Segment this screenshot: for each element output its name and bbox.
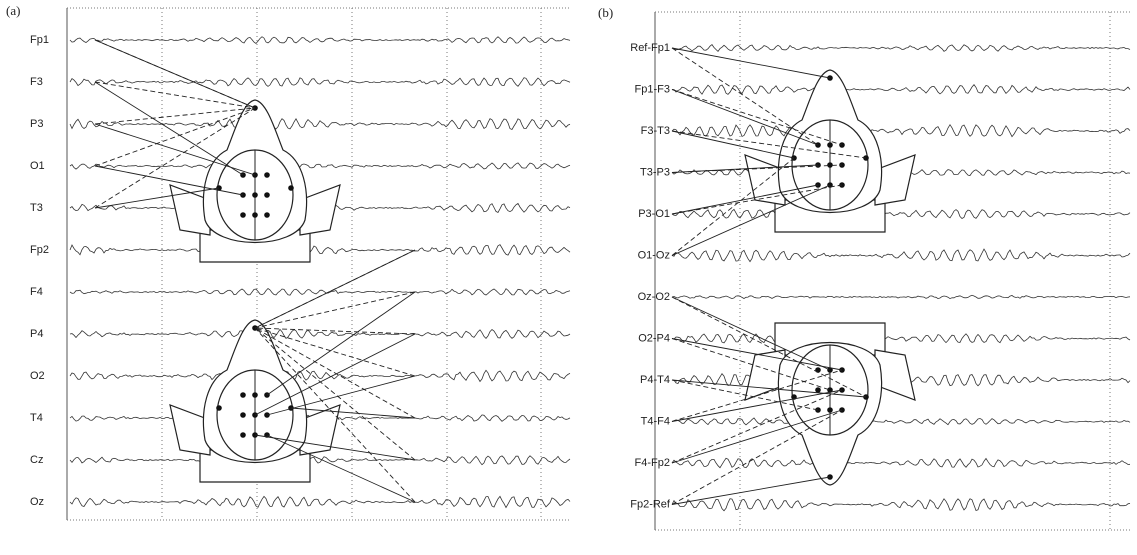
channel-label: Ref-Fp1	[630, 42, 670, 54]
electrode	[264, 192, 270, 198]
electrode	[252, 212, 258, 218]
panel-label: (a)	[6, 3, 20, 18]
electrode	[240, 392, 246, 398]
electrode	[288, 185, 294, 191]
background	[0, 0, 1137, 550]
electrode	[827, 407, 833, 413]
electrode	[252, 192, 258, 198]
channel-label: Fp1-F3	[635, 83, 670, 95]
electrode	[827, 142, 833, 148]
channel-label: Fp2-Ref	[630, 498, 671, 510]
channel-label: T4	[30, 412, 43, 424]
panel-label: (b)	[598, 5, 613, 20]
channel-label: O1-Oz	[638, 249, 670, 261]
channel-label: O2-P4	[638, 332, 670, 344]
channel-label: T3	[30, 202, 43, 214]
figure: (a) (b) Fp1 F3 P3 O1 T3 Fp2 F4 P4 O2 T4 Cz Oz Ref-Fp…	[0, 0, 1137, 550]
electrode	[815, 387, 821, 393]
electrode	[240, 412, 246, 418]
electrode	[252, 392, 258, 398]
channel-label: F3-T3	[641, 125, 670, 137]
electrode	[240, 432, 246, 438]
channel-label: P4-T4	[640, 374, 670, 386]
channel-label: P3	[30, 118, 43, 130]
channel-label: Oz-O2	[638, 291, 670, 303]
electrode	[240, 212, 246, 218]
channel-label: Oz	[30, 496, 44, 508]
channel-label: F3	[30, 76, 43, 88]
channel-label: T3-P3	[640, 166, 670, 178]
channel-label: Fp1	[30, 34, 49, 46]
channel-label: P4	[30, 328, 43, 340]
electrode	[264, 212, 270, 218]
electrode	[216, 405, 222, 411]
channel-label: P3-O1	[638, 208, 670, 220]
channel-label: F4	[30, 286, 43, 298]
channel-label: F4-Fp2	[635, 457, 670, 469]
channel-label: Fp2	[30, 244, 49, 256]
electrode	[264, 172, 270, 178]
channel-label: O1	[30, 160, 45, 172]
channel-label: Cz	[30, 454, 43, 466]
channel-label: O2	[30, 370, 45, 382]
channel-label: T4-F4	[641, 415, 670, 427]
